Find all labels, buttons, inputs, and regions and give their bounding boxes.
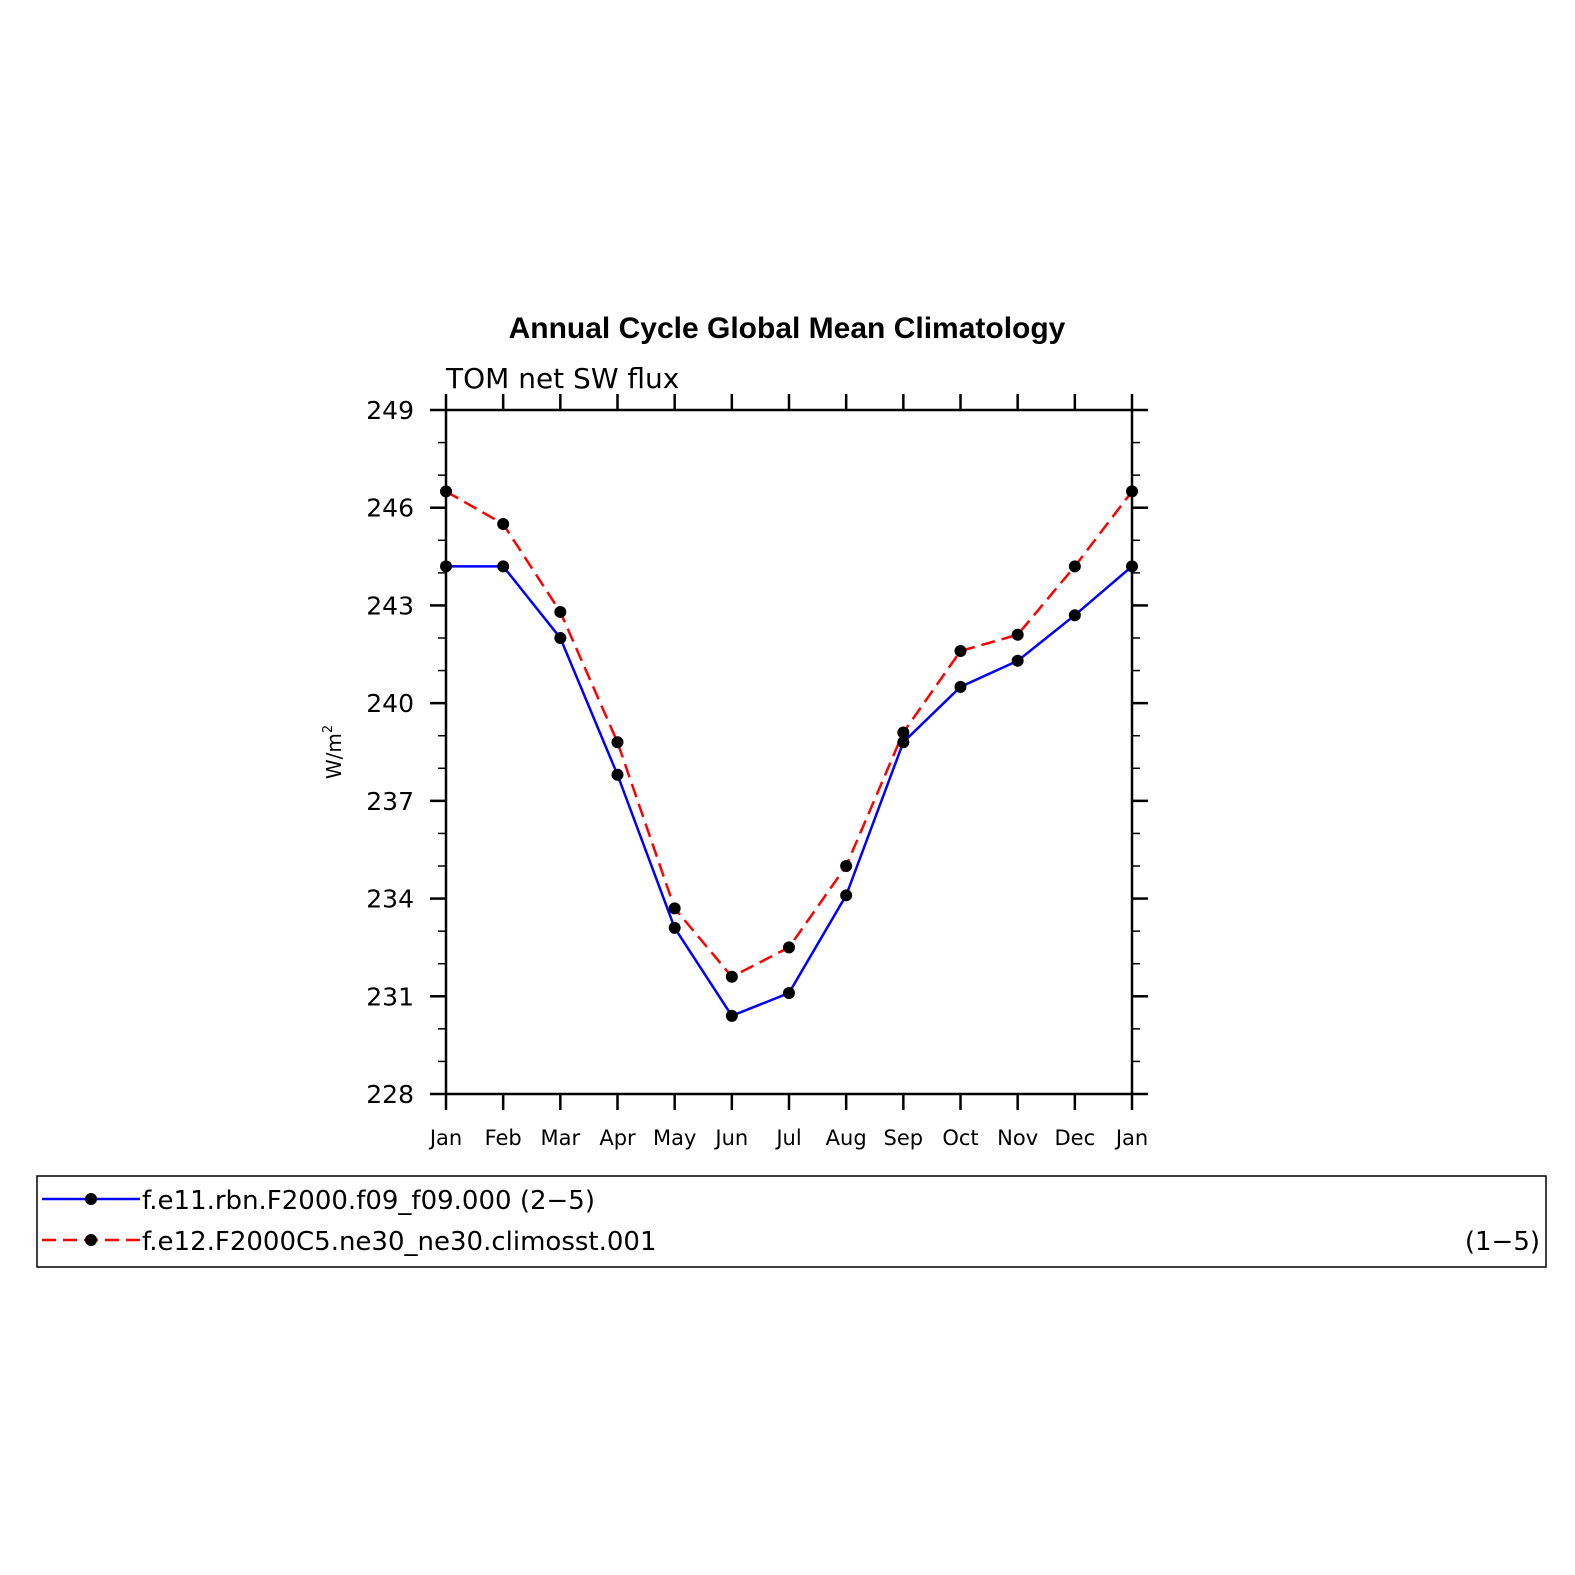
data-point <box>1068 609 1081 622</box>
data-point <box>954 645 967 658</box>
x-tick-label: Aug <box>826 1126 867 1150</box>
x-tick-label: Feb <box>485 1126 522 1150</box>
y-axis-label: W/m2 <box>321 725 346 779</box>
chart-subtitle: TOM net SW flux <box>445 362 679 395</box>
x-tick-label: Dec <box>1055 1126 1096 1150</box>
data-point <box>897 726 910 739</box>
legend: f.e11.rbn.F2000.f09_f09.000 (2−5) f.e12.F… <box>42 1186 1540 1257</box>
x-tick-label: Jun <box>713 1126 748 1150</box>
data-point <box>497 518 510 530</box>
x-tick-label: Sep <box>884 1126 924 1150</box>
series-group <box>440 485 1138 1022</box>
legend-label-2: f.e12.F2000C5.ne30_ne30.climosst.001 <box>142 1227 657 1257</box>
data-point <box>668 902 681 915</box>
data-point <box>611 768 624 781</box>
data-point <box>440 560 452 573</box>
y-tick-label: 228 <box>366 1080 414 1109</box>
data-point <box>1011 654 1024 667</box>
y-axis-label-text: W/m <box>322 733 346 779</box>
chart-title: Annual Cycle Global Mean Climatology <box>509 312 1066 345</box>
legend-marker-2 <box>85 1234 97 1246</box>
legend-label-1: f.e11.rbn.F2000.f09_f09.000 (2−5) <box>142 1186 595 1216</box>
x-tick-label: Jan <box>1114 1126 1148 1150</box>
data-point <box>1011 628 1024 641</box>
x-tick-label: Mar <box>541 1126 581 1150</box>
data-point <box>611 736 624 749</box>
data-point <box>725 970 738 983</box>
axes: 228 231 234 237 240 243 246 249 Jan Feb Mar Apr May J… <box>366 394 1148 1150</box>
legend-box <box>36 1175 1547 1268</box>
series-line-2 <box>445 490 1133 979</box>
y-tick-label: 240 <box>366 689 414 718</box>
x-tick-label: Jan <box>428 1126 462 1150</box>
y-tick-label: 243 <box>366 591 414 620</box>
x-tick-label: Apr <box>599 1126 636 1150</box>
x-tick-label: Nov <box>997 1126 1038 1150</box>
data-point <box>668 921 681 934</box>
data-point <box>897 736 910 749</box>
data-point <box>1126 485 1138 498</box>
y-tick-label: 237 <box>366 787 414 816</box>
data-point <box>783 987 795 1000</box>
data-point <box>554 605 567 618</box>
data-point <box>1068 560 1081 573</box>
data-point <box>840 889 853 902</box>
y-tick-label: 249 <box>366 396 414 425</box>
data-point <box>725 1009 738 1022</box>
data-point <box>783 941 795 954</box>
data-point <box>840 860 853 872</box>
y-axis-label-superscript: 2 <box>321 725 336 733</box>
y-tick-label: 246 <box>366 494 414 523</box>
legend-suffix-2: (1−5) <box>1465 1227 1540 1257</box>
x-tick-label: May <box>653 1126 696 1150</box>
y-tick-label: 231 <box>366 982 414 1011</box>
data-point <box>440 485 452 498</box>
data-point <box>1126 560 1138 573</box>
data-point <box>497 560 510 573</box>
y-tick-label: 234 <box>366 885 414 914</box>
data-point <box>554 632 567 644</box>
legend-marker-1 <box>85 1193 97 1205</box>
x-tick-label: Oct <box>942 1126 978 1150</box>
x-tick-label: Jul <box>774 1126 801 1150</box>
data-point <box>954 680 967 693</box>
